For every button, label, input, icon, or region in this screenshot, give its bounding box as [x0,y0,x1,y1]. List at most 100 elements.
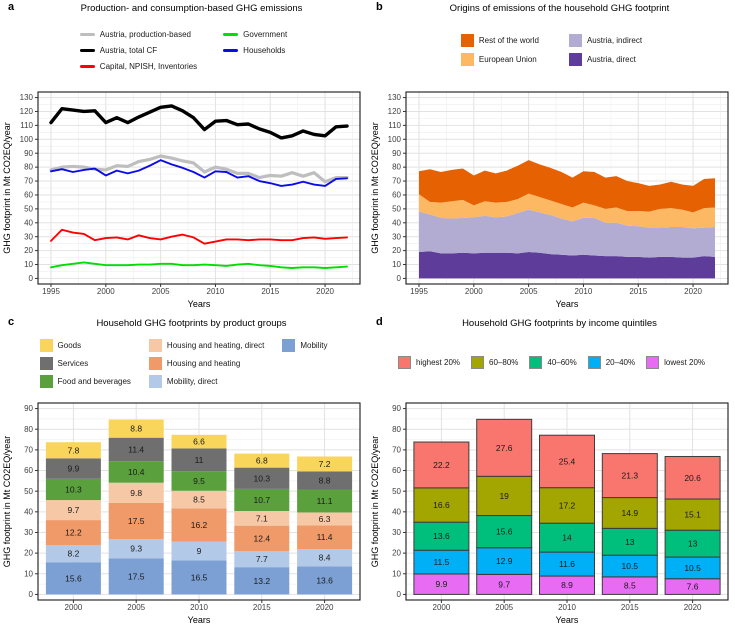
line-austria-total-cf [49,104,349,140]
legend-column: Austria, production-based Austria, total … [79,26,197,74]
legend-item-food-and-beverages: Food and beverages [39,372,131,390]
legend-label: Housing and heating [166,358,241,368]
y-tick-label: 60 [24,466,33,475]
bar-segment-housing-and-heating [234,525,290,552]
bar-segment-mobility [108,558,164,595]
bar-value-label: 15.1 [684,510,701,520]
bar-segment-food-and-beverages [108,461,164,483]
y-tick-label: 30 [392,232,401,241]
bar-value-label: 8.2 [67,549,79,559]
bar-segment-mobility-direct [171,541,227,561]
plot-border [37,91,361,285]
bar-value-label: 11 [195,455,204,465]
bar-value-label: 13.2 [254,576,271,586]
line-government [50,261,348,269]
y-tick-label: 80 [392,425,401,434]
y-tick-label: 20 [392,246,401,255]
legend-key-highest-20 [397,356,411,369]
bar-segment-housing-and-heating-direct [171,490,227,509]
bar-segment-housing-and-heating-direct [108,482,164,503]
x-tick-label: 2010 [575,287,593,296]
panel-b-chart: 0 10 20 30 40 50 60 70 80 90 100 110 120 130 1995 2000 2… [370,91,729,309]
y-tick-label: 40 [392,218,401,227]
y-tick-label: 10 [24,260,33,269]
legend-item-goods: Goods [39,336,131,354]
x-tick-label: 2005 [520,287,538,296]
legend-label: Mobility, direct [166,376,218,386]
x-axis-title: Years [188,615,211,625]
y-tick-label: 20 [24,549,33,558]
bar-value-label: 7.8 [67,445,79,455]
y-tick-label: 70 [24,445,33,454]
legend-key-lowest-20 [646,356,660,369]
legend-item-services: Services [39,354,131,372]
bar-segment-goods [108,419,164,438]
legend-label: Housing and heating, direct [166,340,265,350]
y-tick-label: 50 [392,487,401,496]
bar-segment-housing-and-heating [108,502,164,540]
bar-value-label: 7.1 [256,513,268,523]
bar-segment-food-and-beverages [171,471,227,491]
legend-column: Austria, indirect Austria, direct [568,31,642,69]
bar-value-label: 9.3 [130,544,142,554]
y-tick-label: 40 [24,507,33,516]
bar-value-label: 8.4 [319,553,331,563]
bar-value-label: 13 [688,539,698,549]
bar-value-label: 8.5 [624,581,636,591]
y-axis-title: GHG footprint in Mt CO2EQ/year [370,436,380,568]
y-tick-label: 90 [24,149,33,158]
bar-segment-mobility [45,562,101,595]
legend-key-goods [39,338,53,352]
bar-segment-goods [234,453,290,468]
bar-segment-services [108,437,164,462]
bar-segment-60-80 [664,498,721,531]
y-tick-label: 70 [24,177,33,186]
bar-value-label: 14 [562,533,572,543]
panel-a-chart: 0 10 20 30 40 50 60 70 80 90 100 110 120 130 1995 2000 2… [2,91,361,309]
legend-label: Austria, direct [586,55,636,64]
x-tick-label: 2020 [316,287,334,296]
y-tick-label: 80 [24,425,33,434]
x-tick-label: 2000 [97,287,115,296]
legend-column: Goods Services Food and beverages [39,336,131,390]
legend-column: Government Households [223,26,287,58]
bar-segment-housing-and-heating-direct [297,512,353,526]
bar-value-label: 7.6 [687,582,699,592]
legend-key-austria-indirect [568,34,582,47]
bar-value-label: 6.6 [193,437,205,447]
bar-segment-food-and-beverages [45,478,101,501]
legend-key-services [39,356,53,370]
legend-label: highest 20% [415,358,461,367]
bar-segment-goods [297,456,353,472]
panel-d-chart: 9.9 11.5 13.6 16.6 22.2 9.7 12.9 15.6 19 27.6 8.9 1… [370,402,729,625]
bar-value-label: 22.2 [433,460,450,470]
legend-label: Services [57,358,89,368]
y-tick-label: 50 [392,204,401,213]
y-tick-label: 130 [20,93,34,102]
bar-value-label: 9.9 [435,579,447,589]
bar-value-label: 13.6 [316,575,333,585]
legend-item-60-80: 60–80% [471,355,518,370]
legend-key-40-60 [529,356,543,369]
x-tick-label: 2020 [684,603,702,612]
panel-d: d Household GHG footprints by income qui… [368,315,735,629]
bar-value-label: 13 [625,537,635,547]
panel-c: c Household GHG footprints by product gr… [0,315,367,629]
x-tick-label: 2005 [152,287,170,296]
x-tick-label: 1995 [42,287,60,296]
legend-label: Goods [57,340,82,350]
bar-segment-food-and-beverages [234,488,290,511]
y-tick-label: 40 [24,218,33,227]
bar-value-label: 15.6 [496,527,513,537]
y-tick-label: 30 [24,528,33,537]
y-tick-label: 80 [392,163,401,172]
bar-segment-20-40 [476,547,533,575]
x-tick-label: 2010 [207,287,225,296]
legend-label: 60–80% [489,358,519,367]
x-tick-label: 2000 [65,603,83,612]
panel-a-letter: a [8,1,15,13]
x-tick-label: 2020 [316,603,334,612]
legend-label: European Union [478,55,537,64]
legend-item-capital-npish-inventories: Capital, NPISH, Inventories [79,58,197,74]
legend-key-government [223,32,239,36]
